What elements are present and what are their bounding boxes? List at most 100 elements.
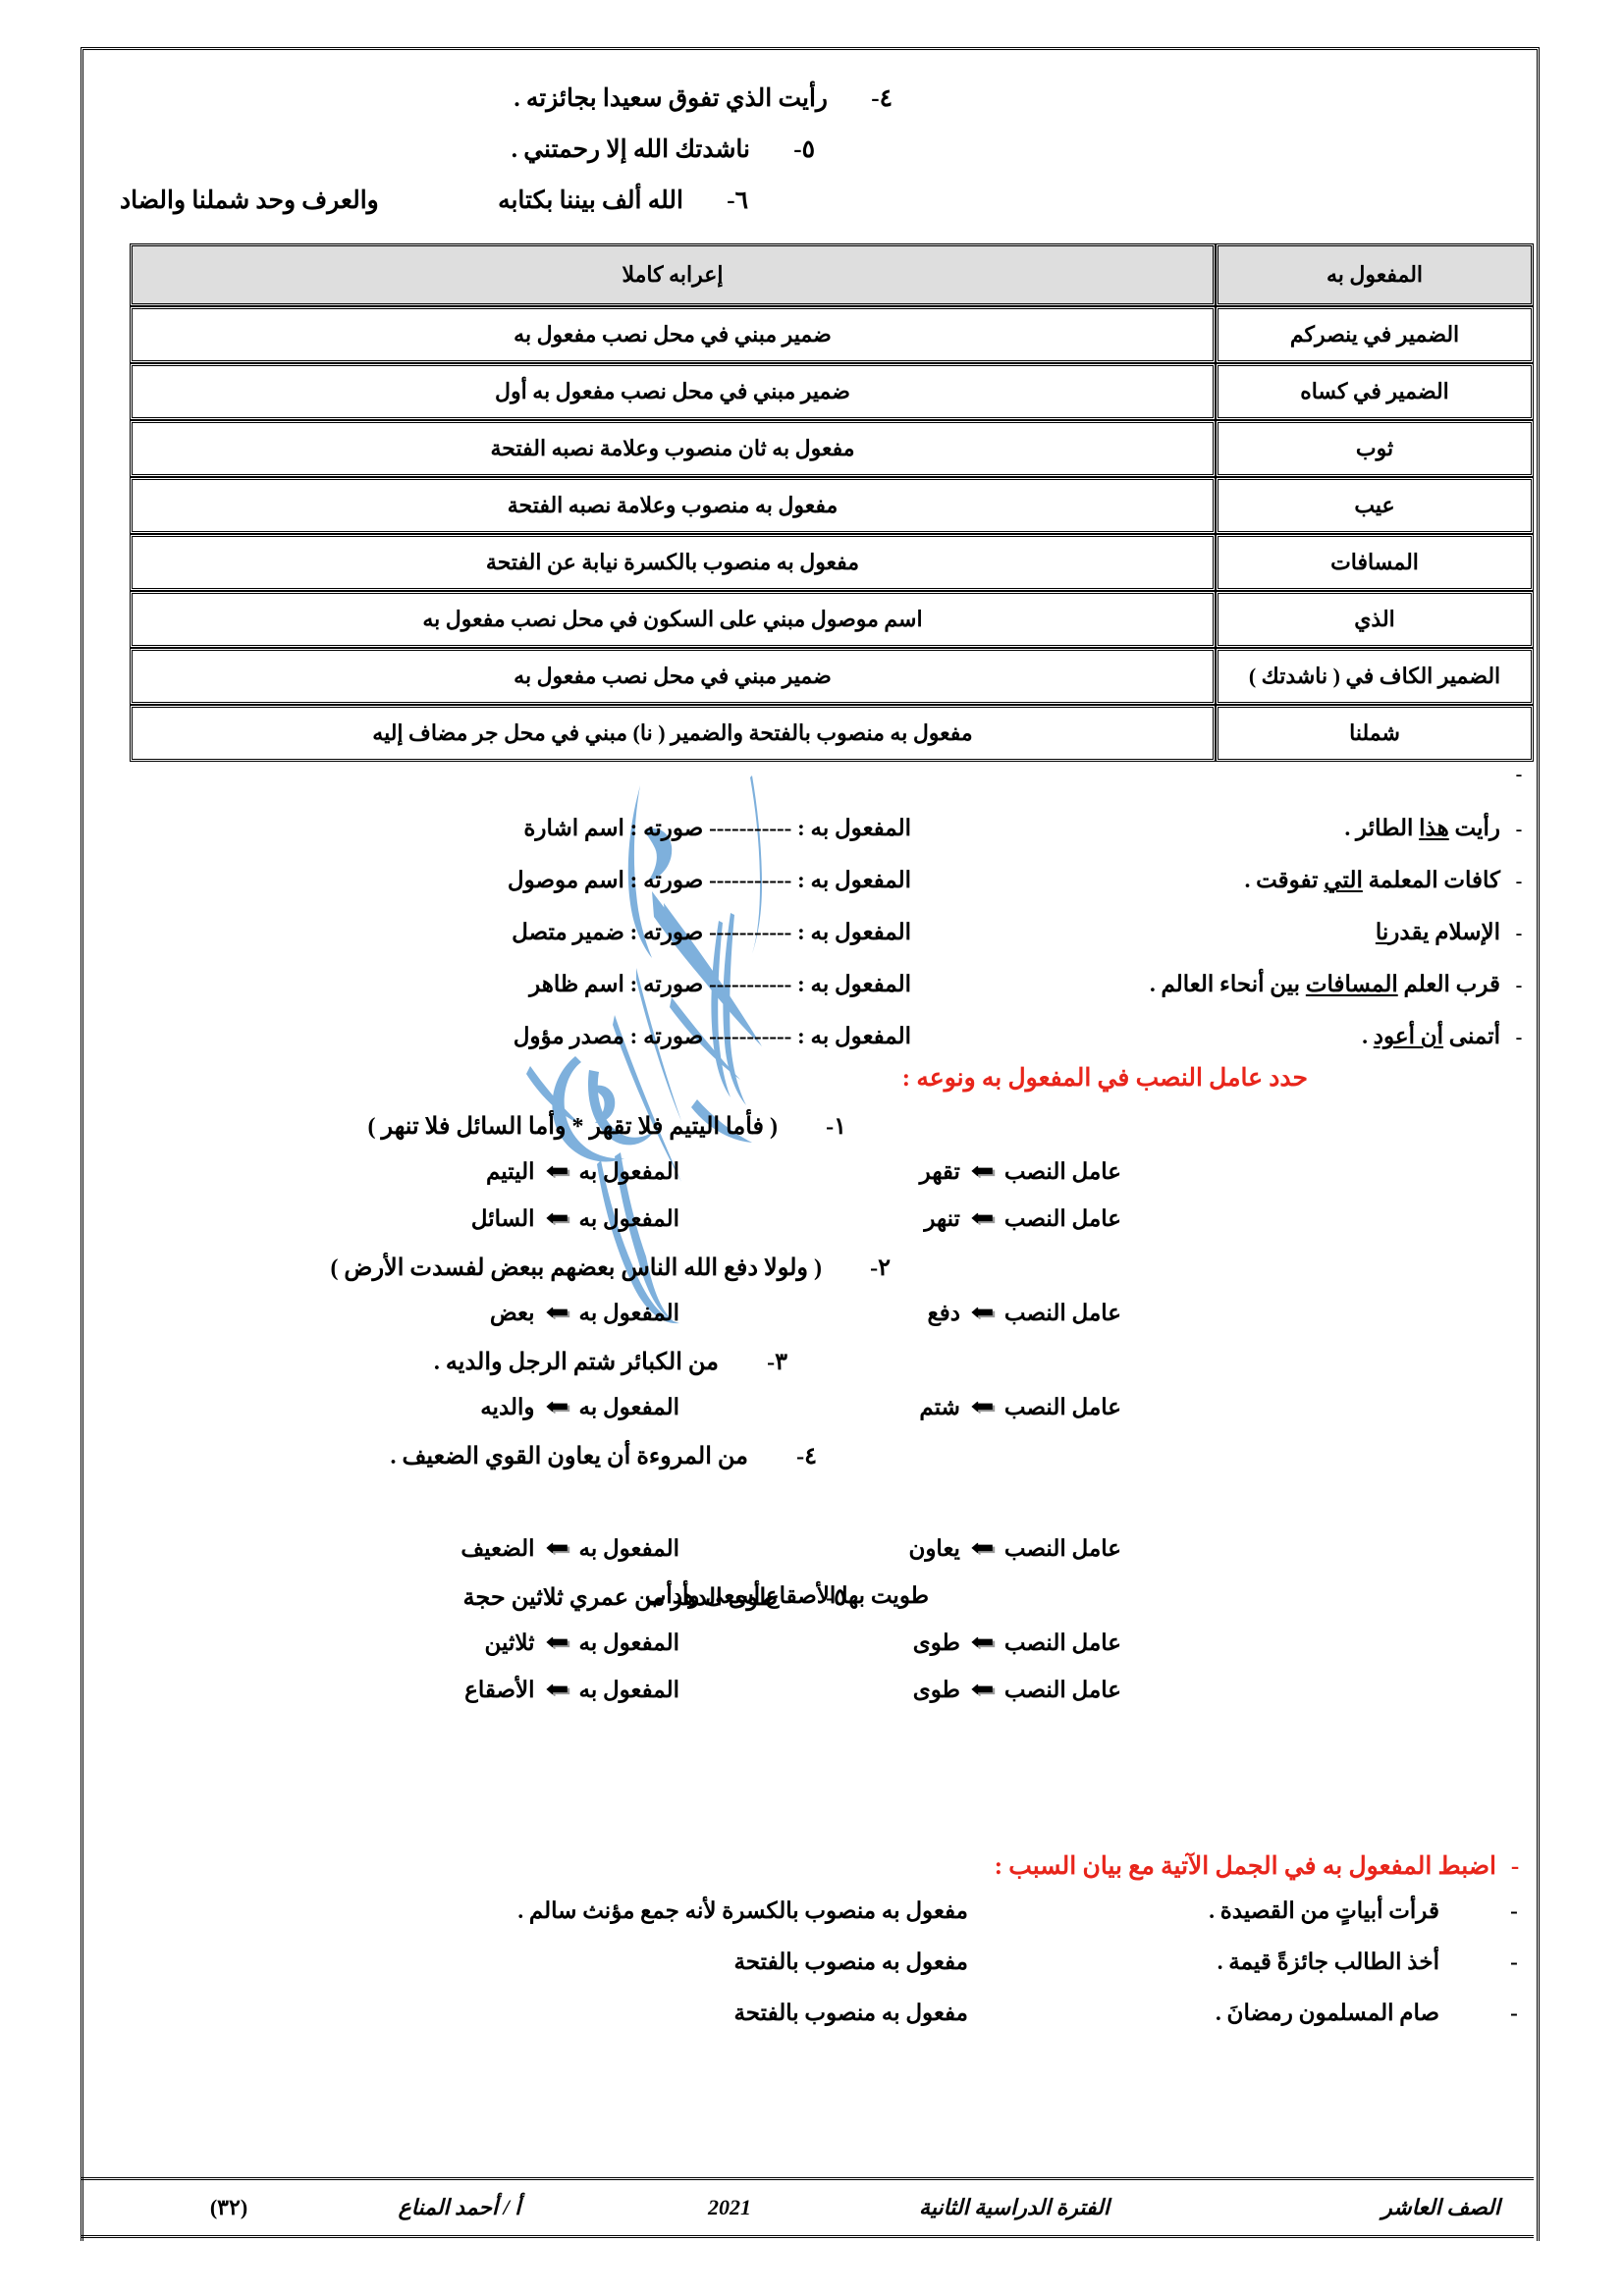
exercise-row: - قرب العلم المسافات بين أنحاء العالم . … [130, 972, 1534, 1024]
governor-value: تنهر [924, 1206, 960, 1231]
top-sentence-list: ٤- رأيت الذي تفوق سعيدا بجائزته . ٥- ناش… [120, 86, 1494, 240]
object-pair: المفعول به ⬅ والديه [267, 1395, 768, 1420]
item-number: ٤- [871, 85, 893, 112]
cell-desc: اسم موصول مبني على السكون في محل نصب مفع… [130, 591, 1216, 648]
object-value: السائل [470, 1206, 535, 1231]
cell-desc: مفعول به منصوب بالكسرة نيابة عن الفتحة [130, 534, 1216, 591]
bullet-dash: - [1515, 764, 1523, 785]
exercise-row: - أخذ الطالب جائزةً قيمة . مفعول به منصو… [130, 1949, 1534, 2001]
object-label: المفعول به [578, 1630, 679, 1655]
cell-term: شملنا [1216, 705, 1534, 762]
table-row: شملنا مفعول به منصوب بالفتحة والضمير ( ن… [130, 705, 1534, 762]
governor-label: عامل النصب [1003, 1395, 1121, 1419]
item-number: ٤- [796, 1444, 817, 1469]
bullet-dash: - [1515, 871, 1523, 892]
item-number: ٣- [767, 1350, 787, 1375]
underlined-word: نا [1375, 920, 1389, 944]
governor-value: يعاون [908, 1536, 960, 1561]
left-arrow-icon: ⬅ [970, 1158, 995, 1185]
governor-label: عامل النصب [1003, 1678, 1121, 1702]
exercise-reason: مفعول به منصوب بالفتحة [733, 2001, 968, 2025]
left-arrow-icon: ⬅ [970, 1677, 995, 1703]
exercise-row: - الإسلام يقدرنا المفعول به : ----------… [130, 920, 1534, 972]
item-text-tail: والعرف وحد شملنا والضاد [120, 187, 379, 214]
exercise-sentence: أتمنى أن أعود . [1362, 1024, 1500, 1048]
item-text: من الكبائر شتم الرجل والديه . [433, 1350, 719, 1375]
underlined-word: هذا [1419, 816, 1449, 840]
governor-label: عامل النصب [1003, 1536, 1121, 1561]
governor-value: شتم [919, 1395, 960, 1419]
governor-label: عامل النصب [1003, 1630, 1121, 1655]
exercise-row: - قرأت أبياتٍ من القصيدة . مفعول به منصو… [130, 1898, 1534, 1949]
governor-label: عامل النصب [1003, 1301, 1121, 1325]
item-text: ( ولولا دفع الله الناس بعضهم ببعض لفسدت … [330, 1255, 822, 1281]
governor-value: طوى [912, 1678, 960, 1702]
object-pair: المفعول به ⬅ الأصقاع [267, 1678, 768, 1703]
table-row: الضمير في ينصركم ضمير مبني في محل نصب مف… [130, 306, 1534, 363]
cell-desc: مفعول به منصوب وعلامة نصبه الفتحة [130, 477, 1216, 534]
grammar-analysis-table: المفعول به إعرابه كاملا الضمير في ينصركم… [130, 243, 1534, 762]
table-row: عيب مفعول به منصوب وعلامة نصبه الفتحة [130, 477, 1534, 534]
item-text: ناشدتك الله إلا رحمتني . [511, 136, 750, 163]
item-text: الله ألف بيننا بكتابه [498, 187, 683, 214]
analysis-answer-row: عامل النصب ⬅ يعاون المفعول به ⬅ الضعيف [130, 1536, 1534, 1583]
object-value: اليتيم [486, 1159, 535, 1184]
cell-desc: ضمير مبني في محل نصب مفعول به أول [130, 363, 1216, 420]
left-arrow-icon: ⬅ [544, 1677, 569, 1703]
table-row: ثوب مفعول به ثان منصوب وعلامة نصبه الفتح… [130, 420, 1534, 477]
governor-value: طوى [912, 1630, 960, 1655]
top-sentence-item: ٦- الله ألف بيننا بكتابه والعرف وحد شملن… [120, 188, 1494, 240]
exercise-sentence: الإسلام يقدرنا [1375, 920, 1500, 944]
page-content: ٤- رأيت الذي تفوق سعيدا بجائزته . ٥- ناش… [81, 47, 1534, 2238]
object-pair: المفعول به ⬅ ثلاثين [267, 1630, 768, 1656]
object-label: المفعول به [578, 1301, 679, 1325]
left-arrow-icon: ⬅ [544, 1158, 569, 1185]
section-heading-identify-governor: حدد عامل النصب في المفعول به ونوعه : [901, 1065, 1308, 1092]
page-footer: الصف العاشر الفترة الدراسية الثانية 2021… [81, 2177, 1534, 2238]
cell-desc: مفعول به ثان منصوب وعلامة نصبه الفتحة [130, 420, 1216, 477]
object-value: بعض [489, 1301, 535, 1325]
item-number: ٥- [793, 136, 815, 163]
object-value: الأصقاع [464, 1678, 535, 1702]
governor-label: عامل النصب [1003, 1159, 1121, 1184]
analysis-answer-row: عامل النصب ⬅ طوى المفعول به ⬅ ثلاثين [130, 1630, 1534, 1678]
analysis-answer-row: عامل النصب ⬅ شتم المفعول به ⬅ والديه [130, 1395, 1534, 1442]
left-arrow-icon: ⬅ [970, 1535, 995, 1562]
footer-year: 2021 [708, 2195, 751, 2219]
exercise-answer: المفعول به : ----------- صورته : اسم موص… [507, 868, 911, 892]
table-row: الضمير الكاف في ( ناشدتك ) ضمير مبني في … [130, 648, 1534, 705]
exercise-sentence: أخذ الطالب جائزةً قيمة . [1217, 1949, 1439, 1974]
cell-desc: مفعول به منصوب بالفتحة والضمير ( نا) مبن… [130, 705, 1216, 762]
analysis-answer-row: عامل النصب ⬅ تقهر المفعول به ⬅ اليتيم [130, 1159, 1534, 1206]
underlined-word: أن أعود [1373, 1024, 1444, 1048]
cell-term: المسافات [1216, 534, 1534, 591]
item-text: من المروءة أن يعاون القوي الضعيف . [390, 1444, 748, 1469]
analysis-question: ٤- من المروءة أن يعاون القوي الضعيف . [130, 1442, 1534, 1489]
object-pair: المفعول به ⬅ اليتيم [267, 1159, 768, 1185]
fill-blank-exercise: - - رأيت هذا الطائر . المفعول به : -----… [130, 764, 1534, 1076]
left-arrow-icon: ⬅ [970, 1629, 995, 1656]
exercise-reason: مفعول به منصوب بالفتحة [733, 1949, 968, 1974]
left-arrow-icon: ⬅ [970, 1205, 995, 1232]
table-header-row: المفعول به إعرابه كاملا [130, 243, 1534, 306]
table-row: الذي اسم موصول مبني على السكون في محل نص… [130, 591, 1534, 648]
object-pair: المفعول به ⬅ بعض [267, 1301, 768, 1326]
object-pair: المفعول به ⬅ الضعيف [267, 1536, 768, 1562]
analysis-answer-row: عامل النصب ⬅ طوى المفعول به ⬅ الأصقاع [130, 1678, 1534, 1725]
governor-pair: عامل النصب ⬅ تقهر [768, 1159, 1121, 1185]
left-arrow-icon: ⬅ [970, 1394, 995, 1420]
governor-pair: عامل النصب ⬅ تنهر [768, 1206, 1121, 1232]
exercise-row: - كافات المعلمة التي تفوقت . المفعول به … [130, 868, 1534, 920]
item-text: ( فأما اليتيم فلا تقهر * وأما السائل فلا… [367, 1114, 778, 1140]
cell-term: الضمير في ينصركم [1216, 306, 1534, 363]
left-arrow-icon: ⬅ [544, 1535, 569, 1562]
object-pair: المفعول به ⬅ السائل [267, 1206, 768, 1232]
exercise-sentence: رأيت هذا الطائر . [1344, 816, 1500, 840]
item-number: ٢- [870, 1255, 891, 1281]
analysis-answer-row: عامل النصب ⬅ تنهر المفعول به ⬅ السائل [130, 1206, 1534, 1254]
footer-page-number: (٣٢) [209, 2195, 248, 2219]
object-value: الضعيف [460, 1536, 535, 1561]
item-text: طوى الدهر من عمري ثلاثين حجة [462, 1585, 779, 1611]
exercise-sentence: قرب العلم المسافات بين أنحاء العالم . [1149, 972, 1500, 996]
